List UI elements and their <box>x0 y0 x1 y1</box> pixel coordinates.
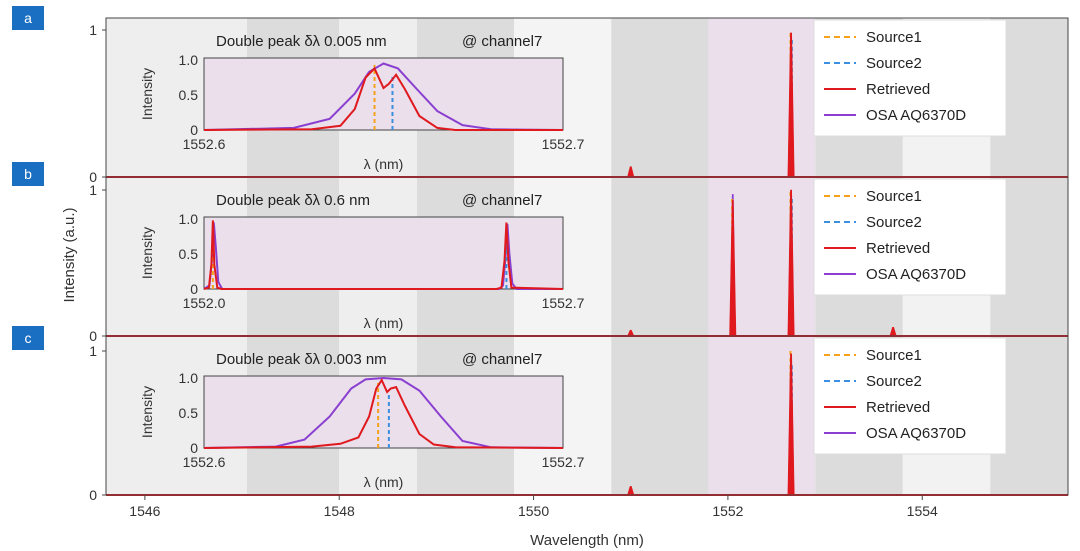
inset-x-tick: 1552.6 <box>183 454 226 470</box>
inset-c: 0 0.5 1.0 1552.6 1552.7 λ (nm) Intensity Double… <box>139 351 585 490</box>
panel-letter: b <box>24 166 32 182</box>
legend-label: Source1 <box>866 188 922 205</box>
legend-label: Source1 <box>866 29 922 46</box>
x-tick-label: 1548 <box>324 503 355 519</box>
inset-osa-curve <box>203 62 564 131</box>
inset-x-tick: 1552.7 <box>542 454 585 470</box>
inset-title: Double peak δλ 0.005 nm <box>216 33 387 50</box>
inset-retrieved-curve <box>203 378 564 449</box>
inset-title: Double peak δλ 0.003 nm <box>216 351 387 368</box>
legend-label: Source2 <box>866 55 922 72</box>
x-tick-label: 1554 <box>907 503 938 519</box>
inset-frame <box>203 375 564 449</box>
inset-x-tick: 1552.6 <box>183 136 226 152</box>
y-tick-label: 0 <box>89 169 97 185</box>
inset-retrieved-curve <box>203 66 563 131</box>
y-tick-label: 1 <box>89 343 97 359</box>
x-tick-label: 1550 <box>518 503 549 519</box>
y-axis-label: Intensity (a.u.) <box>61 207 78 302</box>
plot-frame <box>105 17 1069 496</box>
inset-y-label: Intensity <box>139 227 155 279</box>
inset-y-tick: 1.0 <box>179 52 199 68</box>
inset-y-tick: 0.5 <box>179 246 199 262</box>
inset-x-label: λ (nm) <box>364 474 404 490</box>
background-band <box>611 18 709 495</box>
panel-badge <box>12 6 44 30</box>
panel-badge <box>12 162 44 186</box>
x-tick-label: 1552 <box>712 503 743 519</box>
inset-x-tick: 1552.0 <box>183 295 226 311</box>
y-tick-label: 0 <box>89 328 97 344</box>
inset-y-tick: 0.5 <box>179 87 199 103</box>
y-tick-label: 0 <box>89 487 97 503</box>
inset-channel: @ channel7 <box>462 33 542 50</box>
legend-label: OSA AQ6370D <box>866 425 966 442</box>
y-tick-label: 1 <box>89 182 97 198</box>
inset-retrieved-curve <box>203 220 564 290</box>
legend-label: Source1 <box>866 347 922 364</box>
y-tick-label: 1 <box>89 22 97 38</box>
inset-x-tick: 1552.7 <box>542 136 585 152</box>
background-band <box>708 18 816 495</box>
x-axis: Wavelength (nm) 1546 1548 1550 1552 1554 <box>129 495 938 549</box>
legend-label: Source2 <box>866 214 922 231</box>
inset-y-tick: 1.0 <box>179 211 199 227</box>
x-axis-label: Wavelength (nm) <box>530 532 644 549</box>
inset-b: 0 0.5 1.0 1552.0 1552.7 λ (nm) Intensity Double… <box>139 192 585 331</box>
legend-box <box>813 19 1007 137</box>
inset-y-label: Intensity <box>139 68 155 120</box>
legend-label: Retrieved <box>866 240 930 257</box>
inset-x-label: λ (nm) <box>364 315 404 331</box>
inset-y-tick: 0 <box>190 122 198 138</box>
inset-x-label: λ (nm) <box>364 156 404 172</box>
legend-label: Source2 <box>866 373 922 390</box>
legend-label: OSA AQ6370D <box>866 107 966 124</box>
inset-channel: @ channel7 <box>462 192 542 209</box>
legend-label: Retrieved <box>866 399 930 416</box>
panel-letter: a <box>24 10 32 26</box>
panel-a: a 0 1 Source1 Source2 Retrieved OSA AQ6370D 0 0.… <box>12 6 1068 185</box>
legend-label: OSA AQ6370D <box>866 266 966 283</box>
legend-label: Retrieved <box>866 81 930 98</box>
inset-title: Double peak δλ 0.6 nm <box>216 192 370 209</box>
panel-badge <box>12 326 44 350</box>
panel-letter: c <box>25 330 32 346</box>
inset-channel: @ channel7 <box>462 351 542 368</box>
inset-y-tick: 0.5 <box>179 405 199 421</box>
inset-y-tick: 1.0 <box>179 370 199 386</box>
legend-box <box>813 178 1007 296</box>
inset-y-tick: 0 <box>190 281 198 297</box>
inset-y-tick: 0 <box>190 440 198 456</box>
legend-box <box>813 337 1007 455</box>
inset-osa-curve <box>203 376 564 449</box>
inset-x-tick: 1552.7 <box>542 295 585 311</box>
inset-frame <box>203 57 564 131</box>
x-tick-label: 1546 <box>129 503 160 519</box>
inset-y-label: Intensity <box>139 386 155 438</box>
inset-a: 0 0.5 1.0 1552.6 1552.7 λ (nm) Intensity Double… <box>139 33 585 172</box>
